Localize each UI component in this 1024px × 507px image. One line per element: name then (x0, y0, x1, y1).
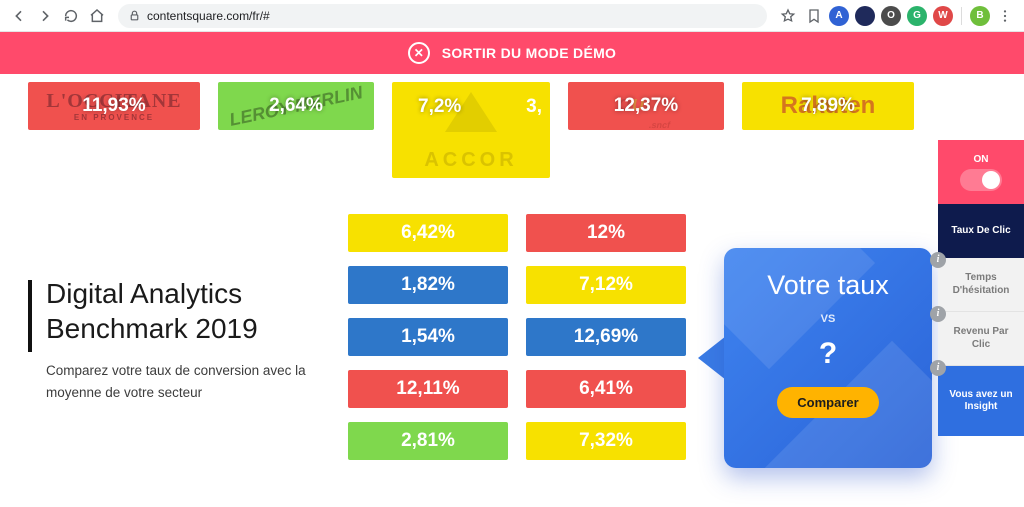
brand-pct: 2,64% (269, 95, 323, 117)
extension-icon[interactable]: A (829, 6, 849, 26)
brand-logo-accor: ACCOR (392, 82, 550, 178)
info-icon: i (930, 252, 946, 268)
extension-icon[interactable]: G (907, 6, 927, 26)
brands-row: L'OCCITANE EN PROVENCE 11,93% LEROY MERL… (0, 74, 1024, 178)
taux-title: Votre taux (767, 270, 889, 301)
profile-avatar[interactable]: B (970, 6, 990, 26)
taux-vs: VS (821, 313, 836, 325)
bookmark-folder-icon[interactable] (803, 5, 825, 27)
benchmark-title: Digital Analytics Benchmark 2019 (28, 276, 338, 346)
extensions-tray: A OGW (829, 6, 953, 26)
sidebar-item[interactable]: Vous avez un Insighti (938, 366, 1024, 436)
benchmark-cell[interactable]: 1,82% (348, 266, 508, 304)
brand-card-occitane[interactable]: L'OCCITANE EN PROVENCE 11,93% (28, 82, 200, 130)
close-icon[interactable]: ✕ (408, 42, 430, 64)
address-bar[interactable]: contentsquare.com/fr/# (118, 4, 767, 28)
taux-card: Votre taux VS ? Comparer (724, 248, 932, 468)
star-icon[interactable] (777, 5, 799, 27)
info-icon: i (930, 360, 946, 376)
benchmark-subtitle: Comparez votre taux de conversion avec l… (28, 360, 338, 403)
arrow-left-icon (698, 336, 726, 380)
brand-card-accor[interactable]: 7,2% 3, ACCOR (392, 82, 550, 178)
brand-card-rakuten[interactable]: Rakuten 7,89% (742, 82, 914, 130)
benchmark-cell[interactable]: 7,12% (526, 266, 686, 304)
brand-card-leroy[interactable]: LEROY MERLIN 2,64% (218, 82, 374, 130)
info-icon: i (930, 306, 946, 322)
sidebar-item[interactable]: Taux De Clic (938, 204, 1024, 258)
demo-banner: ✕ SORTIR DU MODE DÉMO (0, 32, 1024, 74)
extension-icon[interactable] (855, 6, 875, 26)
metrics-sidebar: ON Taux De ClicTemps D'hésitationiRevenu… (938, 140, 1024, 436)
taux-question: ? (819, 337, 837, 371)
browser-toolbar: contentsquare.com/fr/# A OGW B (0, 0, 1024, 32)
benchmark-cell[interactable]: 7,32% (526, 422, 686, 460)
benchmark-heading: Digital Analytics Benchmark 2019 Compare… (28, 276, 338, 403)
toggle-switch-icon (960, 169, 1002, 191)
compare-button[interactable]: Comparer (777, 387, 878, 418)
demo-banner-label: SORTIR DU MODE DÉMO (442, 45, 616, 61)
benchmark-cell[interactable]: 6,41% (526, 370, 686, 408)
brand-card-sncf[interactable]: OUI.sncf 12,37% (568, 82, 724, 130)
extension-icon[interactable]: W (933, 6, 953, 26)
sidebar-item[interactable]: Temps D'hésitationi (938, 258, 1024, 312)
forward-icon[interactable] (34, 5, 56, 27)
taux-card-wrap: Votre taux VS ? Comparer (698, 248, 932, 468)
back-icon[interactable] (8, 5, 30, 27)
url-text: contentsquare.com/fr/# (147, 9, 270, 23)
home-icon[interactable] (86, 5, 108, 27)
extension-icon[interactable]: O (881, 6, 901, 26)
benchmark-cell[interactable]: 6,42% (348, 214, 508, 252)
benchmark-cell[interactable]: 12,11% (348, 370, 508, 408)
sidebar-on-toggle[interactable]: ON (938, 140, 1024, 204)
brand-pct: 7,89% (801, 95, 855, 117)
benchmark-cell[interactable]: 12% (526, 214, 686, 252)
on-label: ON (974, 154, 989, 165)
sidebar-item[interactable]: Revenu Par Clici (938, 312, 1024, 366)
separator (961, 7, 962, 25)
benchmark-cell[interactable]: 12,69% (526, 318, 686, 356)
benchmark-grid: 6,42% 12% 1,82% 7,12% 1,54% 12,69% 12,11% 6,41%… (348, 214, 686, 460)
brand-pct: 12,37% (614, 95, 678, 117)
reload-icon[interactable] (60, 5, 82, 27)
heading-accent-bar (28, 280, 32, 352)
lock-icon (128, 9, 141, 22)
brand-pct: 7,2% (418, 96, 461, 118)
benchmark-cell[interactable]: 2,81% (348, 422, 508, 460)
brand-pct: 11,93% (82, 95, 145, 117)
benchmark-cell[interactable]: 1,54% (348, 318, 508, 356)
more-icon[interactable] (994, 5, 1016, 27)
